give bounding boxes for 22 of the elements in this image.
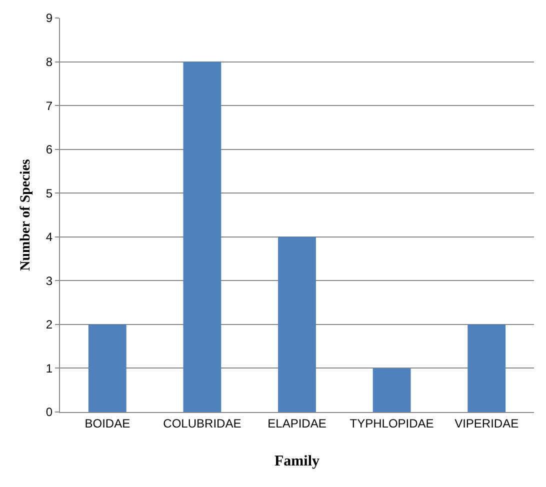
bar xyxy=(88,324,126,412)
x-axis-title: Family xyxy=(274,453,320,470)
y-tick-label: 5 xyxy=(46,186,53,200)
x-tick-label: ELAPIDAE xyxy=(268,416,326,430)
bar xyxy=(278,236,316,412)
x-tick-label: VIPERIDAE xyxy=(454,416,519,430)
y-tick-label: 4 xyxy=(46,230,53,244)
bar xyxy=(372,368,411,412)
bar xyxy=(468,324,506,412)
bar xyxy=(183,62,222,412)
y-tick-label: 7 xyxy=(46,98,53,113)
y-tick-label: 6 xyxy=(46,142,53,157)
y-tick-label: 1 xyxy=(46,361,53,376)
y-axis-title: Number of Species xyxy=(18,158,34,271)
x-tick-label: TYPHLOPIDAE xyxy=(350,416,434,430)
y-tick-label: 3 xyxy=(46,274,53,288)
y-tick-label: 2 xyxy=(46,318,53,332)
x-tick-label: BOIDAE xyxy=(84,416,130,430)
y-tick-label: 8 xyxy=(46,54,53,69)
y-tick-label: 9 xyxy=(46,11,53,26)
x-tick-label: COLUBRIDAE xyxy=(163,416,242,430)
y-tick-label: 0 xyxy=(46,405,53,420)
